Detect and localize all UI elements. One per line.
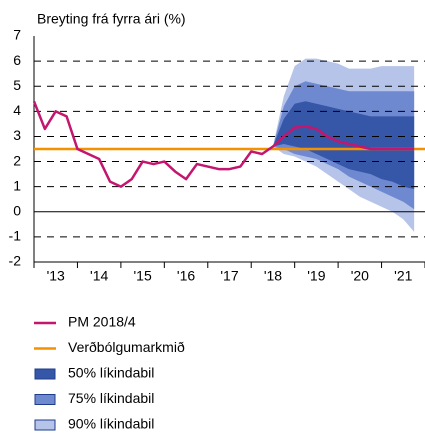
- y-tick-label: 2: [13, 152, 21, 168]
- x-tick-label: '17: [220, 268, 238, 284]
- legend-label: 50% líkindabil: [68, 365, 154, 381]
- legend-label: 90% líkindabil: [68, 416, 154, 432]
- x-tick-label: '15: [133, 268, 151, 284]
- x-tick-label: '16: [177, 268, 195, 284]
- chart-title: Breyting frá fyrra ári (%): [37, 11, 186, 27]
- x-tick-label: '13: [47, 268, 65, 284]
- x-tick-label: '19: [307, 268, 325, 284]
- y-tick-label: 6: [13, 52, 21, 68]
- y-tick-label: -1: [9, 228, 22, 244]
- x-tick-label: '14: [90, 268, 108, 284]
- legend-label: PM 2018/4: [68, 314, 136, 330]
- fan-band: [272, 101, 415, 190]
- y-tick-label: 7: [13, 27, 21, 43]
- legend-swatch: [34, 419, 56, 431]
- legend-swatch: [34, 394, 56, 405]
- legend-label: Verðbólgumarkmið: [68, 339, 185, 355]
- series-line: [32, 100, 415, 188]
- y-tick-label: 4: [13, 102, 21, 118]
- x-tick-label: '21: [394, 268, 412, 284]
- y-tick-label: 0: [13, 202, 21, 218]
- y-tick-label: 1: [13, 177, 21, 193]
- x-tick-label: '18: [264, 268, 282, 284]
- legend-label: 75% líkindabil: [68, 390, 154, 406]
- x-tick-label: '20: [351, 268, 369, 284]
- legend-swatch: [34, 368, 56, 380]
- y-tick-label: 3: [13, 127, 21, 143]
- y-tick-label: -2: [9, 253, 22, 269]
- y-tick-label: 5: [13, 77, 21, 93]
